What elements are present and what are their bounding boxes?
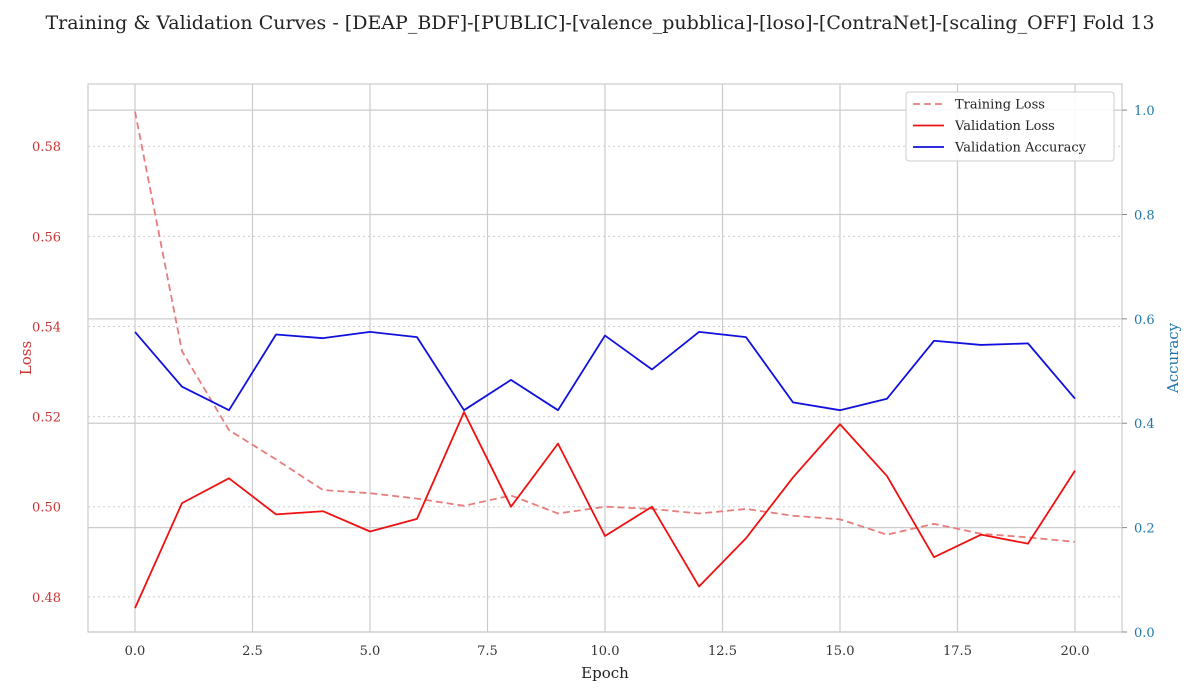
legend: Training Loss Validation Loss Validation A… bbox=[905, 91, 1115, 162]
right-y-tick-label: 0.4 bbox=[1134, 417, 1155, 432]
chart-title: Training & Validation Curves - [DEAP_BDF… bbox=[45, 12, 1154, 34]
series-layer bbox=[134, 111, 1076, 609]
left-y-grid bbox=[88, 145, 1122, 598]
training-loss-line bbox=[134, 111, 1076, 543]
validation-accuracy-line bbox=[134, 330, 1076, 412]
right-y-tick-label: 0.2 bbox=[1134, 522, 1155, 537]
plot-frame bbox=[87, 83, 1123, 633]
right-y-tick-label: 0.8 bbox=[1134, 208, 1155, 223]
right-y-tick-label: 0.6 bbox=[1134, 313, 1155, 328]
x-tick-label: 0.0 bbox=[125, 644, 146, 659]
x-tick-label: 20.0 bbox=[1061, 644, 1090, 659]
legend-box bbox=[905, 91, 1115, 162]
left-y-tick-label: 0.52 bbox=[32, 411, 61, 426]
left-y-tick-label: 0.48 bbox=[32, 591, 61, 606]
x-axis-label: Epoch bbox=[581, 664, 629, 682]
x-tick-label: 12.5 bbox=[708, 644, 737, 659]
x-axis-ticks: 0.0 2.5 5.0 7.5 10.0 12.5 15.0 17.5 20.0 bbox=[125, 644, 1090, 659]
left-y-tick-label: 0.50 bbox=[32, 501, 61, 516]
left-y-tick-label: 0.58 bbox=[32, 140, 61, 155]
right-y-axis-label: Accuracy bbox=[1164, 322, 1182, 394]
x-grid bbox=[134, 84, 1076, 632]
left-y-axis-label: Loss bbox=[17, 341, 35, 375]
legend-label-validation-accuracy: Validation Accuracy bbox=[954, 141, 1087, 156]
legend-label-validation-loss: Validation Loss bbox=[954, 119, 1055, 134]
left-y-tick-label: 0.56 bbox=[32, 230, 61, 245]
validation-loss-line bbox=[134, 411, 1076, 609]
x-tick-label: 17.5 bbox=[943, 644, 972, 659]
right-y-tick-label: 1.0 bbox=[1134, 104, 1155, 119]
x-tick-label: 15.0 bbox=[826, 644, 855, 659]
x-tick-label: 7.5 bbox=[477, 644, 498, 659]
x-tick-label: 5.0 bbox=[360, 644, 381, 659]
right-y-tick-label: 0.0 bbox=[1134, 626, 1155, 641]
legend-label-training-loss: Training Loss bbox=[955, 98, 1045, 113]
left-y-tick-label: 0.54 bbox=[32, 320, 61, 335]
left-y-axis-ticks: 0.48 0.50 0.52 0.54 0.56 0.58 bbox=[32, 140, 61, 606]
x-tick-label: 2.5 bbox=[242, 644, 263, 659]
x-tick-label: 10.0 bbox=[591, 644, 620, 659]
right-y-axis-ticks: 0.0 0.2 0.4 0.6 0.8 1.0 bbox=[1122, 104, 1155, 641]
